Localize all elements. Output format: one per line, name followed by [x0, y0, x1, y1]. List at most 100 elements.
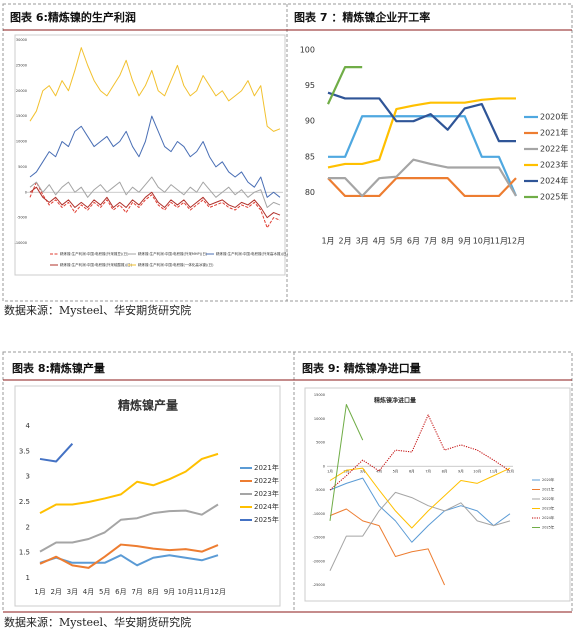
panel-border — [2, 351, 573, 613]
y-tick-label: -5000 — [315, 488, 325, 492]
x-tick-label: 4月 — [376, 468, 382, 473]
legend-label: 2023年 — [542, 506, 555, 511]
x-tick-label: 12月 — [210, 588, 226, 596]
series-line — [29, 115, 281, 198]
x-tick-label: 7月 — [424, 237, 437, 246]
y-tick-label: 100 — [300, 46, 315, 55]
x-tick-label: 11月 — [490, 468, 498, 473]
x-tick-label: 9月 — [164, 588, 175, 596]
y-tick-label: 2 — [26, 523, 30, 531]
y-tick-label: 0 — [25, 190, 27, 194]
series-line — [29, 181, 281, 229]
y-tick-label: -5000 — [17, 216, 27, 220]
y-tick-label: -20000 — [313, 559, 325, 563]
chart-title: 精炼镍产量 — [118, 398, 178, 413]
y-tick-label: 1.5 — [19, 549, 30, 557]
x-tick-label: 10月 — [473, 237, 491, 246]
x-tick-label: 7月 — [131, 588, 142, 596]
x-tick-label: 3月 — [360, 468, 366, 473]
series-line — [329, 414, 511, 491]
caption: 图表 9: 精炼镍净进口量 — [302, 361, 421, 375]
series-line — [29, 186, 281, 219]
y-tick-label: -25000 — [313, 583, 325, 587]
x-tick-label: 2月 — [50, 588, 61, 596]
legend-label: 2020年 — [542, 477, 555, 482]
y-tick-label: 95 — [305, 81, 315, 90]
legend-label: 2021年 — [254, 463, 279, 472]
series-line — [328, 158, 517, 198]
x-tick-label: 3月 — [356, 237, 369, 246]
series-line — [29, 176, 281, 208]
legend-label: 2021年 — [542, 487, 555, 492]
series-line — [327, 177, 517, 198]
y-tick-label: 85 — [305, 152, 315, 161]
x-tick-label: 11月 — [490, 237, 508, 246]
x-tick-label: 7月 — [425, 468, 431, 473]
y-tick-label: 0 — [323, 464, 325, 468]
y-tick-label: 10000 — [16, 140, 27, 144]
x-tick-label: 5月 — [390, 237, 403, 246]
y-tick-label: 5000 — [316, 441, 325, 445]
chart-title: 精炼镍净进口量 — [374, 397, 416, 405]
y-tick-label: 2.5 — [19, 498, 30, 506]
series-line — [328, 115, 518, 197]
legend-label: 2024年 — [254, 502, 279, 511]
caption: 图表 7 ：精炼镍企业开工率 — [294, 10, 430, 24]
x-tick-label: 4月 — [83, 588, 94, 596]
legend-label: 精炼镍:生产利润:中国:电积镍(外采镍豆)(日) — [60, 251, 129, 256]
legend-label: 2022年 — [254, 476, 279, 485]
chart-frame — [14, 385, 281, 607]
x-tick-label: 1月 — [321, 237, 334, 246]
legend-label: 2025年 — [254, 515, 279, 524]
x-tick-label: 2月 — [339, 237, 352, 246]
legend-label: 2024年 — [542, 515, 555, 520]
x-tick-label: 9月 — [458, 237, 471, 246]
y-tick-label: -10000 — [313, 512, 325, 516]
legend-label: 2020年 — [540, 112, 568, 122]
series-line — [329, 491, 511, 571]
y-tick-label: 15000 — [16, 114, 27, 118]
legend-label: 2025年 — [540, 192, 568, 202]
footnote: 数据来源：Mysteel、华安期货研究院 — [4, 303, 191, 317]
x-tick-label: 8月 — [441, 237, 454, 246]
y-tick-label: 90 — [305, 117, 315, 126]
series-line — [29, 47, 281, 132]
x-tick-label: 9月 — [458, 468, 464, 473]
legend-label: 精炼镍:生产利润:中国:电积镍(外采MHP)(日) — [138, 251, 208, 256]
y-tick-label: 10000 — [314, 417, 325, 421]
chart-frame — [14, 34, 286, 276]
series-line — [327, 91, 516, 143]
series-line — [329, 508, 446, 586]
legend-label: 精炼镍:生产利润:中国:电积镍(外采高冰镍)(日) — [216, 251, 289, 256]
x-tick-label: 3月 — [67, 588, 78, 596]
series-line — [39, 503, 219, 553]
x-tick-label: 10月 — [473, 468, 481, 473]
series-line — [39, 452, 219, 515]
x-tick-label: 12月 — [507, 237, 525, 246]
x-tick-label: 1月 — [327, 468, 333, 473]
x-tick-label: 8月 — [442, 468, 448, 473]
y-tick-label: 80 — [305, 188, 315, 197]
legend-label: 2023年 — [540, 160, 568, 170]
x-tick-label: 5月 — [99, 588, 110, 596]
caption: 图表 6:精炼镍的生产利润 — [10, 10, 136, 24]
legend-label: 精炼镍:生产利润:中国:电积镍(一体化高冰镍)(日) — [138, 262, 214, 267]
y-tick-label: 3 — [26, 473, 30, 481]
legend-label: 精炼镍:生产利润:中国:电积镍(外采硫酸镍)(日) — [60, 262, 133, 267]
legend-label: 2021年 — [540, 128, 568, 138]
chart-frame — [304, 387, 571, 602]
series-line — [39, 443, 74, 463]
series-line — [329, 467, 511, 529]
series-line — [39, 543, 219, 569]
x-tick-label: 6月 — [115, 588, 126, 596]
y-tick-label: 4 — [26, 422, 31, 430]
footnote: 数据来源：Mysteel、华安期货研究院 — [4, 615, 191, 629]
y-tick-label: 3.5 — [19, 447, 30, 455]
y-tick-label: 30000 — [16, 38, 27, 42]
y-tick-label: 25000 — [16, 63, 27, 67]
x-tick-label: 1月 — [34, 588, 45, 596]
y-tick-label: -15000 — [313, 536, 325, 540]
x-tick-label: 8月 — [148, 588, 159, 596]
x-tick-label: 6月 — [407, 237, 420, 246]
